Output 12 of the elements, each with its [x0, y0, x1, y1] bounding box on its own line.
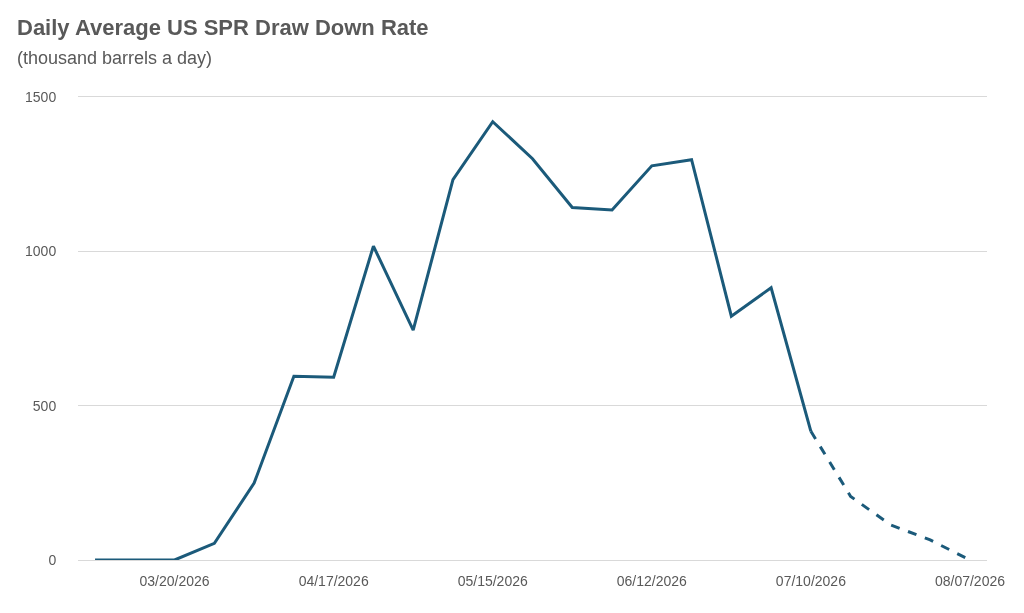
y-tick-label: 0	[48, 551, 57, 568]
x-tick-label: 06/12/2026	[616, 572, 688, 589]
x-tick-label: 07/10/2026	[775, 572, 847, 589]
chart-subtitle: (thousand barrels a day)	[17, 48, 213, 68]
y-tick-label: 500	[32, 397, 57, 414]
chart-title: Daily Average US SPR Draw Down Rate	[17, 15, 429, 40]
x-tick-label: 03/20/2026	[139, 572, 210, 589]
x-tick-label: 05/15/2026	[457, 572, 528, 589]
y-tick-label: 1500	[25, 88, 57, 105]
y-tick-label: 1000	[25, 243, 57, 260]
x-tick-label: 04/17/2026	[298, 572, 369, 589]
x-tick-label: 08/07/2026	[934, 572, 1006, 589]
